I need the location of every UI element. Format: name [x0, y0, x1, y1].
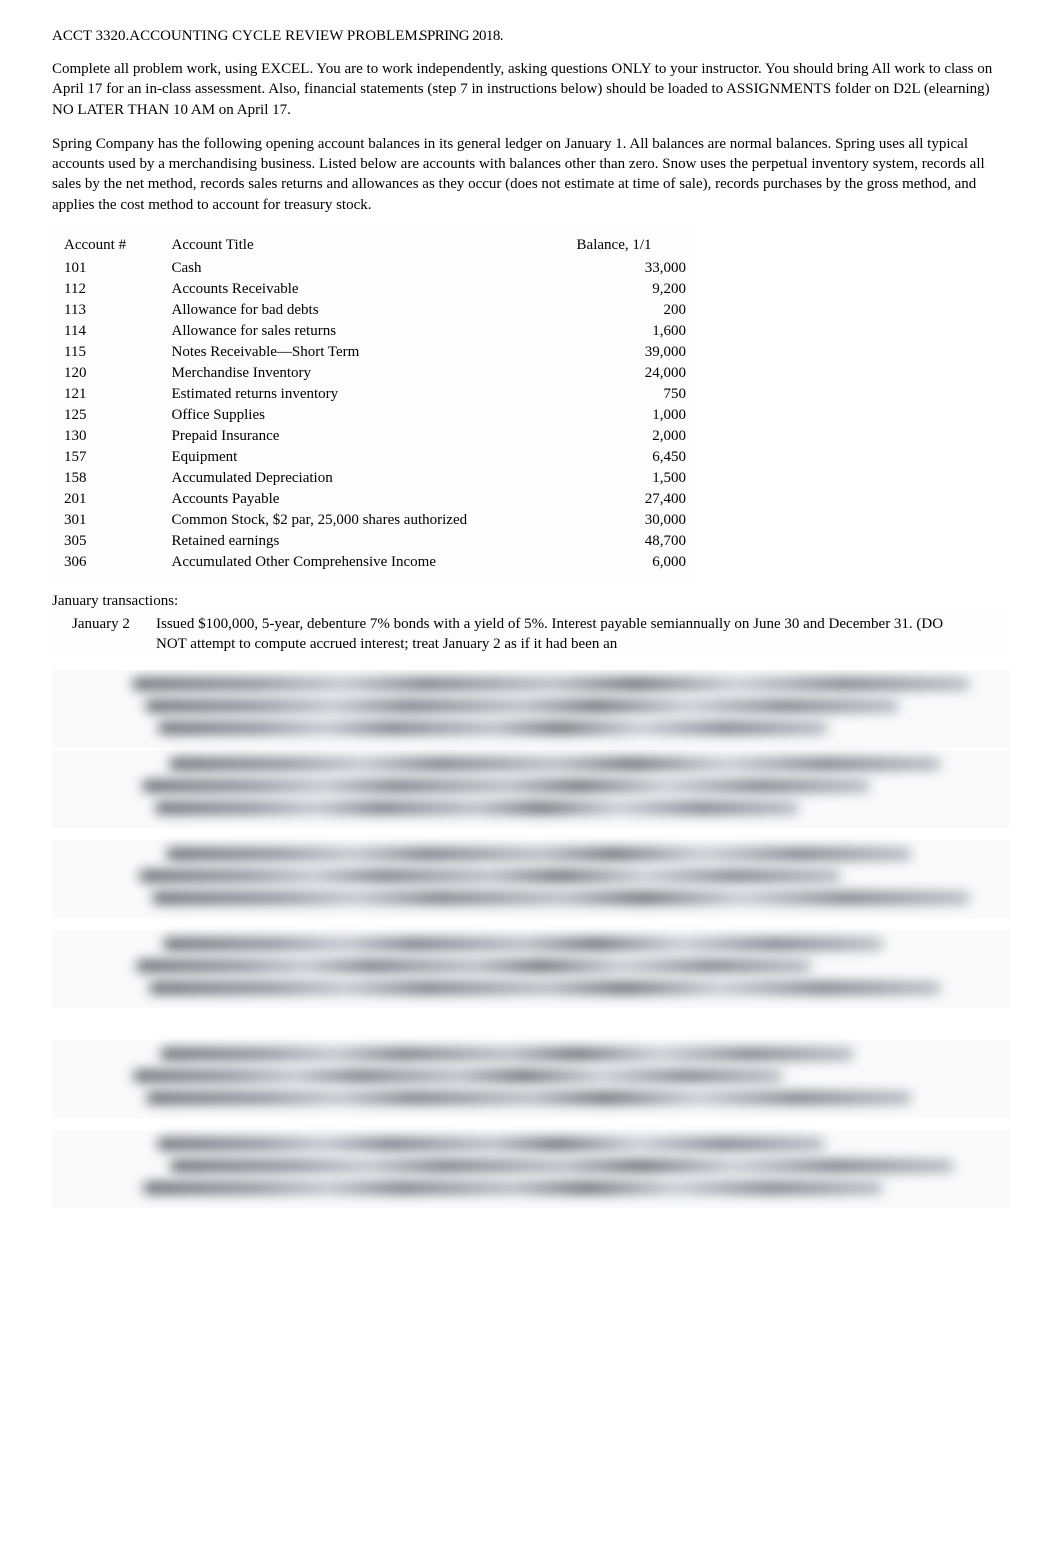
account-title-cell: Common Stock, $2 par, 25,000 shares auth…	[168, 510, 573, 531]
table-row: 125Office Supplies1,000	[60, 405, 690, 426]
accounts-table: Account # Account Title Balance, 1/1 101…	[60, 235, 690, 573]
table-row: 113Allowance for bad debts200	[60, 300, 690, 321]
intro-paragraph-1: Complete all problem work, using EXCEL. …	[52, 59, 1010, 120]
account-title-cell: Allowance for bad debts	[168, 300, 573, 321]
transactions-heading: January transactions:	[52, 593, 1010, 610]
table-row: 115Notes Receivable—Short Term39,000	[60, 342, 690, 363]
account-balance-cell: 30,000	[573, 510, 690, 531]
col-header-account-title: Account Title	[168, 235, 573, 258]
account-number-cell: 201	[60, 489, 168, 510]
table-row: 157Equipment6,450	[60, 447, 690, 468]
account-title-cell: Cash	[168, 258, 573, 279]
account-title-cell: Accumulated Other Comprehensive Income	[168, 552, 573, 573]
account-balance-cell: 1,600	[573, 321, 690, 342]
document-title: ACCT 3320.ACCOUNTING CYCLE REVIEW PROBLE…	[52, 28, 1010, 45]
account-number-cell: 305	[60, 531, 168, 552]
account-balance-cell: 9,200	[573, 279, 690, 300]
col-header-balance: Balance, 1/1	[573, 235, 690, 258]
table-row: 306Accumulated Other Comprehensive Incom…	[60, 552, 690, 573]
transaction-row-container: January 2 Issued $100,000, 5-year, deben…	[52, 612, 1010, 657]
account-number-cell: 112	[60, 279, 168, 300]
account-title-cell: Prepaid Insurance	[168, 426, 573, 447]
table-row: 121Estimated returns inventory750	[60, 384, 690, 405]
transaction-row: January 2 Issued $100,000, 5-year, deben…	[58, 614, 1004, 655]
transaction-date: January 2	[58, 614, 156, 634]
account-balance-cell: 48,700	[573, 531, 690, 552]
transaction-text: Issued $100,000, 5-year, debenture 7% bo…	[156, 614, 1004, 655]
account-balance-cell: 2,000	[573, 426, 690, 447]
account-number-cell: 306	[60, 552, 168, 573]
account-number-cell: 101	[60, 258, 168, 279]
account-balance-cell: 6,000	[573, 552, 690, 573]
account-number-cell: 120	[60, 363, 168, 384]
account-number-cell: 130	[60, 426, 168, 447]
col-header-account-number: Account #	[60, 235, 168, 258]
table-row: 120Merchandise Inventory24,000	[60, 363, 690, 384]
account-title-cell: Allowance for sales returns	[168, 321, 573, 342]
table-row: 112Accounts Receivable9,200	[60, 279, 690, 300]
table-row: 201Accounts Payable27,400	[60, 489, 690, 510]
account-balance-cell: 6,450	[573, 447, 690, 468]
account-title-cell: Merchandise Inventory	[168, 363, 573, 384]
account-number-cell: 158	[60, 468, 168, 489]
account-balance-cell: 1,000	[573, 405, 690, 426]
account-balance-cell: 24,000	[573, 363, 690, 384]
table-row: 130Prepaid Insurance2,000	[60, 426, 690, 447]
account-number-cell: 113	[60, 300, 168, 321]
table-row: 301Common Stock, $2 par, 25,000 shares a…	[60, 510, 690, 531]
account-number-cell: 157	[60, 447, 168, 468]
table-row: 114Allowance for sales returns1,600	[60, 321, 690, 342]
account-balance-cell: 39,000	[573, 342, 690, 363]
account-title-cell: Accumulated Depreciation	[168, 468, 573, 489]
account-number-cell: 115	[60, 342, 168, 363]
account-title-cell: Accounts Receivable	[168, 279, 573, 300]
account-balance-cell: 27,400	[573, 489, 690, 510]
account-title-cell: Office Supplies	[168, 405, 573, 426]
account-number-cell: 125	[60, 405, 168, 426]
title-semester: SPRING 2018.	[419, 28, 503, 44]
account-number-cell: 114	[60, 321, 168, 342]
table-row: 101Cash33,000	[60, 258, 690, 279]
title-main: ACCT 3320.ACCOUNTING CYCLE REVIEW PROBLE…	[52, 28, 421, 44]
account-balance-cell: 750	[573, 384, 690, 405]
account-title-cell: Equipment	[168, 447, 573, 468]
table-row: 158Accumulated Depreciation1,500	[60, 468, 690, 489]
account-title-cell: Notes Receivable—Short Term	[168, 342, 573, 363]
intro-paragraph-2: Spring Company has the following opening…	[52, 134, 1010, 215]
account-title-cell: Retained earnings	[168, 531, 573, 552]
account-number-cell: 301	[60, 510, 168, 531]
accounts-table-container: Account # Account Title Balance, 1/1 101…	[52, 229, 698, 579]
blurred-hidden-content	[52, 670, 1010, 1230]
account-balance-cell: 1,500	[573, 468, 690, 489]
account-balance-cell: 33,000	[573, 258, 690, 279]
account-number-cell: 121	[60, 384, 168, 405]
account-balance-cell: 200	[573, 300, 690, 321]
account-title-cell: Estimated returns inventory	[168, 384, 573, 405]
account-title-cell: Accounts Payable	[168, 489, 573, 510]
table-row: 305Retained earnings48,700	[60, 531, 690, 552]
